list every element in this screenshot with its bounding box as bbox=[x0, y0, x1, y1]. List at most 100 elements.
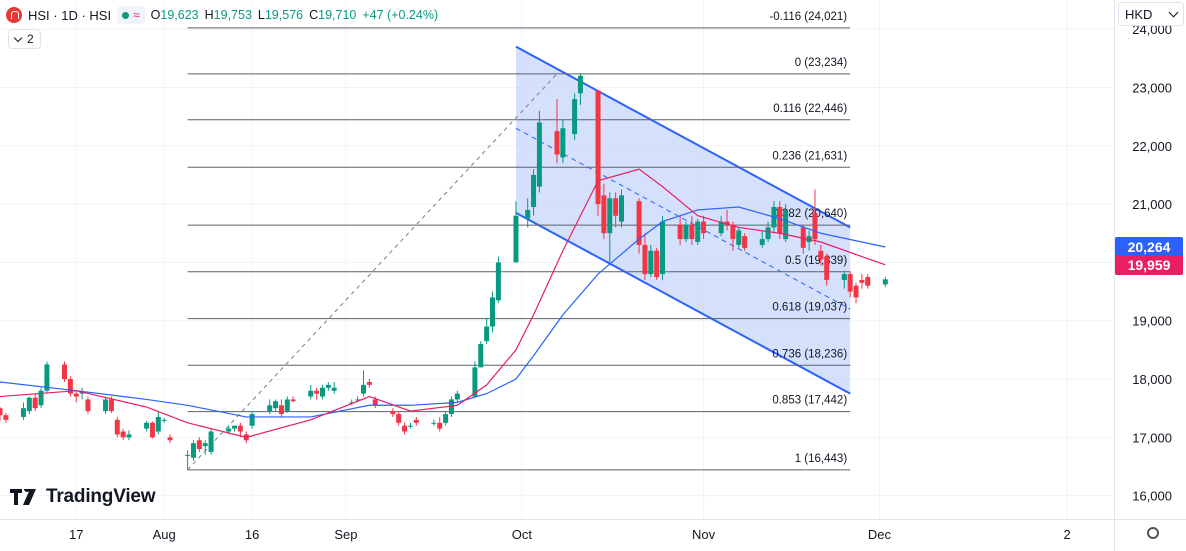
candle-body bbox=[818, 250, 824, 260]
candle-body bbox=[3, 415, 9, 420]
candle-body bbox=[695, 221, 701, 243]
candle-body bbox=[572, 99, 578, 135]
fib-level-label: -0.116 (24,021) bbox=[769, 11, 847, 23]
moving-averages bbox=[0, 168, 886, 438]
high-label: H bbox=[204, 8, 214, 22]
candle-body bbox=[73, 393, 79, 397]
candle-body bbox=[167, 437, 173, 441]
candle-body bbox=[812, 212, 818, 240]
candle-body bbox=[284, 399, 290, 412]
candle-body bbox=[607, 198, 613, 234]
price-tick-label: 16,000 bbox=[1132, 489, 1172, 504]
fib-trend-line bbox=[187, 73, 558, 471]
price-tick-label: 23,000 bbox=[1132, 80, 1172, 95]
candle-body bbox=[513, 215, 519, 263]
candle-body bbox=[402, 425, 408, 432]
price-channel bbox=[515, 45, 851, 395]
high-value: 19,753 bbox=[213, 8, 252, 22]
fib-level-label: 0.236 (21,631) bbox=[772, 150, 847, 162]
candle-body bbox=[859, 279, 865, 283]
time-tick-label: 2 bbox=[1063, 527, 1070, 542]
channel-lower-line bbox=[515, 211, 851, 395]
candle-body bbox=[742, 236, 748, 248]
channel-upper-line bbox=[515, 45, 851, 229]
candle-body bbox=[642, 244, 648, 275]
close-label: C bbox=[309, 8, 319, 22]
candle-body bbox=[765, 227, 771, 240]
candle-body bbox=[372, 399, 378, 406]
price-tick-label: 18,000 bbox=[1132, 372, 1172, 387]
candle-body bbox=[660, 221, 666, 275]
candle-body bbox=[824, 256, 830, 280]
price-tick-label: 17,000 bbox=[1132, 430, 1172, 445]
candle-body bbox=[155, 416, 161, 432]
ma-fast-line bbox=[0, 168, 886, 438]
candle-body bbox=[108, 399, 114, 412]
fib-level-label: 0.116 (22,446) bbox=[773, 103, 847, 115]
candle-body bbox=[278, 405, 284, 415]
candle-body bbox=[478, 344, 484, 368]
candle-body bbox=[531, 174, 537, 208]
fib-level-label: 0.618 (19,037) bbox=[772, 302, 847, 314]
candle-body bbox=[800, 227, 806, 248]
candle-body bbox=[126, 434, 132, 438]
candle-body bbox=[472, 367, 478, 397]
tradingview-logo-icon bbox=[10, 489, 36, 505]
candle-body bbox=[560, 128, 566, 158]
time-axis: 17 Aug 16 Sep Oct Nov Dec 2 bbox=[69, 527, 1071, 542]
candle-body bbox=[865, 276, 871, 286]
currency-label: HKD bbox=[1125, 6, 1153, 22]
candle-body bbox=[407, 425, 413, 427]
fib-level-label: 0.5 (19,839) bbox=[785, 255, 847, 267]
candle-body bbox=[149, 422, 155, 438]
candle-body bbox=[237, 425, 243, 432]
fib-level-label: 1 (16,443) bbox=[795, 453, 848, 465]
fib-level-label: 0 (23,234) bbox=[795, 57, 848, 69]
hsi-logo-icon[interactable] bbox=[6, 7, 22, 23]
brand-name: TradingView bbox=[46, 486, 156, 507]
price-tick-label: 22,000 bbox=[1132, 139, 1172, 154]
symbol-title[interactable]: HSI · 1D · HSI bbox=[28, 7, 112, 23]
candle-body bbox=[273, 401, 279, 409]
candle-body bbox=[554, 131, 560, 155]
fib-level-label: 0.382 (20,640) bbox=[772, 208, 847, 220]
candle-body bbox=[648, 250, 654, 275]
time-tick-label: 16 bbox=[245, 527, 259, 542]
candle-body bbox=[613, 198, 619, 216]
candle-body bbox=[618, 195, 624, 222]
candle-body bbox=[853, 285, 859, 298]
candle-body bbox=[144, 422, 150, 429]
candle-body bbox=[61, 364, 67, 380]
candle-body bbox=[490, 297, 496, 327]
time-tick-label: Sep bbox=[334, 527, 357, 542]
open-label: O bbox=[150, 8, 161, 22]
candle-body bbox=[0, 408, 3, 416]
change-value: +47 (+0.24%) bbox=[362, 8, 439, 22]
candle-body bbox=[454, 393, 460, 400]
fib-level-label: 0.736 (18,236) bbox=[772, 348, 847, 360]
candlesticks bbox=[0, 73, 888, 470]
ma-fast-price-value: 19,959 bbox=[1127, 256, 1171, 273]
ohlc-values: O19,623 H19,753 L19,576 C19,710 +47 (+0.… bbox=[151, 8, 438, 22]
candle-body bbox=[26, 397, 32, 412]
candle-body bbox=[736, 230, 742, 245]
market-status[interactable]: ≈ bbox=[117, 6, 145, 24]
candle-body bbox=[314, 390, 320, 394]
currency-selector[interactable]: HKD bbox=[1118, 2, 1184, 26]
gear-icon[interactable] bbox=[1147, 527, 1159, 539]
chevron-down-icon bbox=[13, 33, 23, 42]
candle-body bbox=[443, 414, 449, 423]
candle-body bbox=[677, 224, 683, 240]
candle-body bbox=[308, 390, 314, 397]
fib-level-label: 0.853 (17,442) bbox=[772, 395, 847, 407]
candle-body bbox=[161, 419, 167, 421]
indicators-toggle[interactable]: 2 bbox=[8, 29, 41, 49]
tradingview-logo[interactable]: TradingView bbox=[10, 486, 156, 508]
candle-body bbox=[202, 443, 208, 447]
price-tick-label: 21,000 bbox=[1132, 197, 1172, 212]
candle-body bbox=[683, 224, 689, 240]
low-value: 19,576 bbox=[264, 8, 304, 22]
candle-body bbox=[249, 414, 255, 426]
candle-body bbox=[32, 397, 38, 409]
